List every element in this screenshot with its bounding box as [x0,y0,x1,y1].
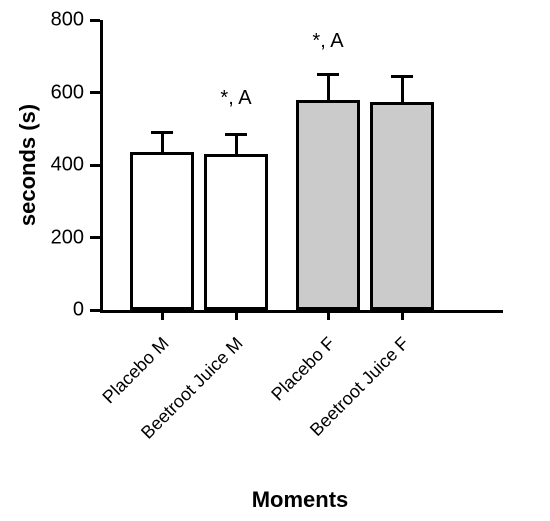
bar [130,152,194,310]
y-tick-label: 600 [0,81,84,104]
bar [370,102,434,310]
annotation: *, A [312,30,343,53]
y-tick [90,91,100,94]
error-cap [225,133,247,136]
x-tick [401,310,404,320]
bar [296,100,360,310]
y-tick [90,309,100,312]
bar [204,154,268,310]
y-tick-label: 200 [0,226,84,249]
error-cap [151,131,173,134]
y-tick [90,164,100,167]
y-tick [90,236,100,239]
x-tick-label: Beetroot Juice M [91,333,247,489]
bar-chart: seconds (s) Moments 0200400600800Placebo… [0,0,550,521]
error-bar [161,132,164,152]
y-tick-label: 400 [0,154,84,177]
y-tick-label: 0 [0,299,84,322]
error-cap [391,75,413,78]
x-tick [327,310,330,320]
x-tick [235,310,238,320]
error-bar [401,76,404,101]
annotation: *, A [220,87,251,110]
x-tick [161,310,164,320]
error-bar [235,134,238,154]
x-tick-label: Placebo M [17,333,173,489]
error-bar [327,74,330,99]
x-tick-label: Placebo F [183,333,339,489]
y-tick [90,19,100,22]
y-tick-label: 800 [0,9,84,32]
error-cap [317,73,339,76]
x-tick-label: Beetroot Juice F [257,333,413,489]
x-axis-title: Moments [252,487,349,513]
